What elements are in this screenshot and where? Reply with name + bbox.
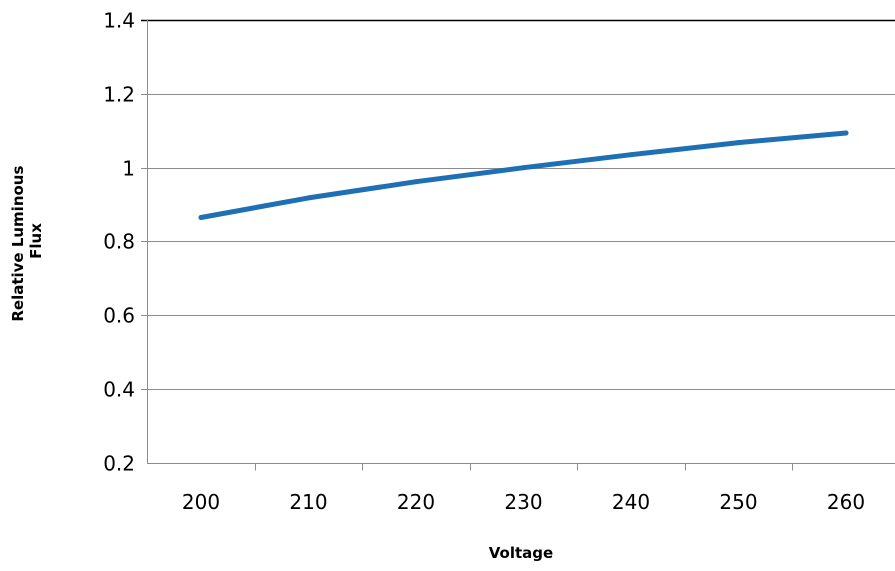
x-tick-label-200: 200 <box>182 490 220 514</box>
axis-layer <box>147 20 895 471</box>
data-point-200 <box>198 215 204 220</box>
data-point-260 <box>843 130 849 136</box>
y-tick-label-1.2: 1.2 <box>103 83 135 107</box>
label-layer: 0.2 0.4 0.6 0.8 1 1.2 1.4 200 210 220 230 240 250 260 <box>103 9 865 515</box>
y-tick-label-0.4: 0.4 <box>103 378 135 402</box>
y-tick-label-1.4: 1.4 <box>103 9 135 33</box>
series-layer <box>198 130 849 220</box>
x-tick-label-220: 220 <box>397 490 435 514</box>
data-point-230 <box>521 165 526 171</box>
y-axis-title: Relative Luminous Flux <box>9 160 45 321</box>
y-tick-label-0.2: 0.2 <box>103 452 135 476</box>
y-axis-title-line-1: Relative Luminous <box>9 166 27 322</box>
x-tick-label-260: 260 <box>827 490 865 514</box>
y-axis-title-line-2: Flux <box>27 223 45 259</box>
series-line-1 <box>198 130 849 220</box>
x-tick-label-210: 210 <box>289 490 327 514</box>
x-tick-label-240: 240 <box>612 490 650 514</box>
x-axis-title: Voltage <box>489 544 553 562</box>
data-point-220 <box>413 179 419 185</box>
y-tick-label-1: 1 <box>122 157 135 181</box>
data-point-250 <box>736 140 741 146</box>
data-point-240 <box>628 152 634 158</box>
data-point-210 <box>306 195 311 201</box>
y-tick-label-0.6: 0.6 <box>103 304 135 328</box>
y-tick-label-0.8: 0.8 <box>103 230 135 254</box>
grid-layer <box>141 19 895 390</box>
x-tick-label-230: 230 <box>504 490 542 514</box>
x-tick-label-250: 250 <box>719 490 757 514</box>
